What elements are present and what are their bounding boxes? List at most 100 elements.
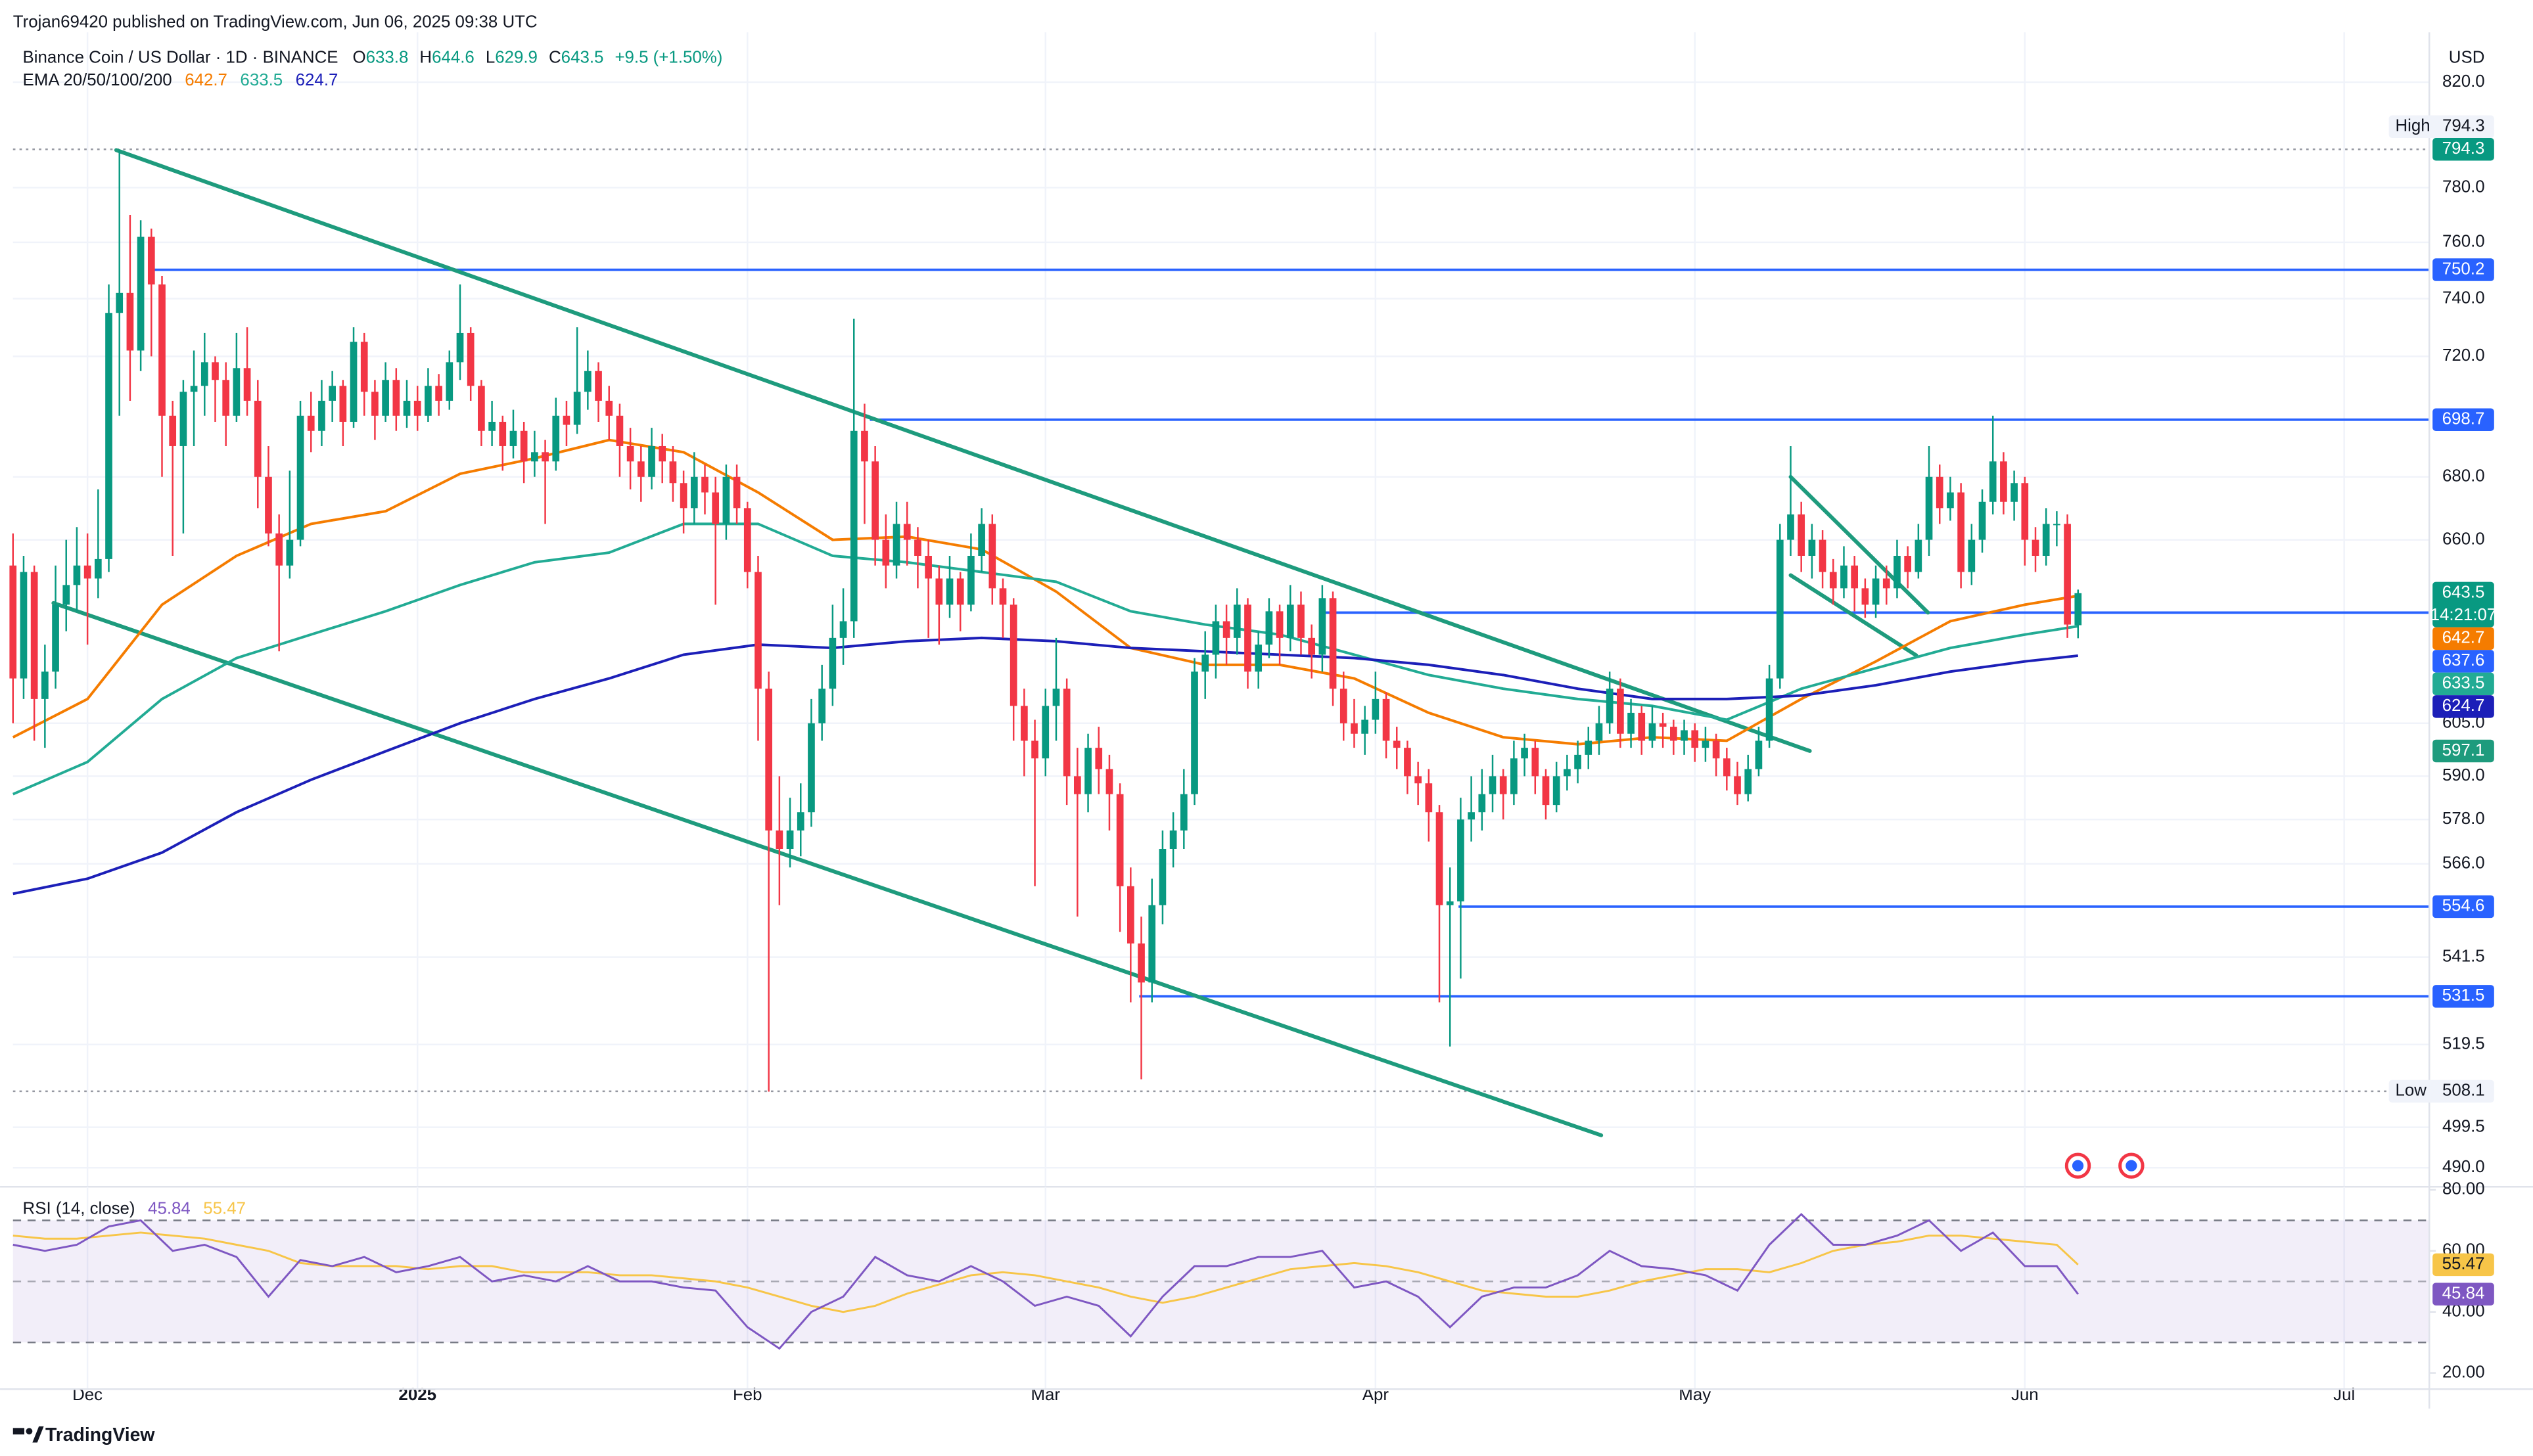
c-value: 643.5	[561, 49, 604, 67]
candle-body	[1755, 740, 1763, 769]
extreme-label: Low	[2396, 1081, 2427, 1100]
rsi-label-box	[2432, 1283, 2494, 1306]
candle-body	[701, 476, 709, 493]
y-tick-label: 541.5	[2442, 947, 2485, 965]
rsi-line	[12, 1231, 2079, 1313]
candle-body	[222, 380, 230, 416]
candle-body	[9, 565, 17, 679]
y-tick-label: 20.00	[2442, 1363, 2485, 1381]
o-value: 633.8	[366, 49, 409, 67]
candle-body	[1116, 794, 1124, 886]
extreme-value: 508.1	[2442, 1081, 2485, 1100]
y-tick-label: 590.0	[2442, 766, 2485, 785]
ema-value: 633.5	[240, 71, 283, 89]
candle-body	[648, 445, 655, 477]
candle-body	[126, 292, 134, 351]
y-tick-label: 519.5	[2442, 1035, 2485, 1053]
y-tick-label: 566.0	[2442, 853, 2485, 872]
candle-body	[1861, 588, 1869, 605]
candle-body	[1819, 539, 1826, 572]
candle-body	[1031, 740, 1038, 759]
candle-body	[158, 284, 166, 416]
candle-body	[350, 342, 358, 422]
candle-body	[1968, 539, 1976, 572]
price-label: 642.7	[2442, 629, 2485, 647]
candle-body	[1947, 492, 1954, 509]
candle-body	[1894, 555, 1901, 589]
candle-body	[1233, 604, 1241, 638]
candle-body	[200, 362, 208, 386]
candle-body	[1542, 776, 1550, 806]
symbol-title: Binance Coin / US Dollar · 1D · BINANCE	[23, 49, 338, 67]
candle-body	[382, 380, 389, 416]
candle-body	[1531, 748, 1539, 777]
price-label-box	[2432, 895, 2494, 919]
y-tick-label: 760.0	[2442, 233, 2485, 251]
event-icons[interactable]	[2064, 1152, 2145, 1179]
candle-body	[626, 445, 634, 462]
rsi-legend: RSI (14, close) 45.84 55.47	[23, 1200, 246, 1218]
candle-body	[2042, 524, 2050, 556]
candle-body	[2010, 483, 2018, 502]
candle-body	[1872, 578, 1880, 605]
candle-body	[2064, 524, 2071, 625]
event-icon-dot	[2126, 1160, 2137, 1172]
candle-body	[563, 415, 570, 425]
candle-body	[179, 392, 187, 446]
candle-body	[1882, 578, 1890, 589]
logo: TradingView	[12, 1424, 155, 1445]
candle-body	[339, 386, 347, 422]
footer-brand: TradingView	[45, 1424, 155, 1445]
candle-body	[1681, 730, 1688, 741]
candle-body	[1712, 740, 1720, 759]
candle-body	[1510, 758, 1518, 794]
price-label-box	[2432, 258, 2494, 281]
candle-body	[30, 572, 38, 699]
ema-legend: EMA 20/50/100/200 642.7 633.5 624.7	[23, 71, 338, 89]
candle-body	[786, 830, 794, 850]
h-value: 644.6	[432, 49, 475, 67]
candle-body	[1606, 689, 1614, 723]
candle-body	[1564, 769, 1571, 777]
candle-body	[1648, 723, 1656, 741]
candle-body	[1691, 730, 1699, 748]
candle-body	[1595, 723, 1603, 741]
candle-body	[1255, 645, 1263, 672]
candle-body	[765, 689, 773, 830]
candle-body	[914, 539, 921, 556]
candle-body	[712, 492, 720, 524]
candle-body	[584, 371, 592, 392]
candle-body	[1425, 783, 1433, 813]
candle-body	[1372, 698, 1380, 720]
trendline	[1788, 573, 1918, 658]
candle-body	[1744, 769, 1752, 794]
logo-mark	[32, 1426, 44, 1443]
y-tick-label: 820.0	[2442, 72, 2485, 91]
candle-body	[1212, 621, 1220, 655]
price-label-box	[2432, 985, 2494, 1008]
publish-header: Trojan69420 published on TradingView.com…	[13, 12, 538, 31]
candle-body	[637, 461, 645, 477]
candle-body	[755, 572, 762, 689]
candle-body	[893, 524, 900, 566]
candle-body	[1329, 598, 1337, 689]
candle-body	[1552, 776, 1560, 806]
candle-body	[20, 572, 28, 679]
candle-body	[808, 723, 815, 813]
rsi-value: 45.84	[148, 1200, 191, 1218]
candle-body	[83, 565, 91, 579]
candle-body	[233, 368, 241, 416]
price-label: 633.5	[2442, 674, 2485, 693]
candle-body	[1297, 604, 1305, 638]
candle-body	[1180, 794, 1188, 830]
candle-body	[743, 508, 751, 572]
price-label-box	[2432, 408, 2494, 431]
rsi-label: 45.84	[2442, 1284, 2485, 1302]
candle-body	[1446, 901, 1454, 905]
change: +9.5 (+1.50%)	[615, 49, 722, 67]
candle-body	[1169, 830, 1177, 850]
candle-body	[1074, 776, 1081, 794]
candle-body	[329, 386, 336, 401]
candle-body	[1478, 794, 1486, 813]
